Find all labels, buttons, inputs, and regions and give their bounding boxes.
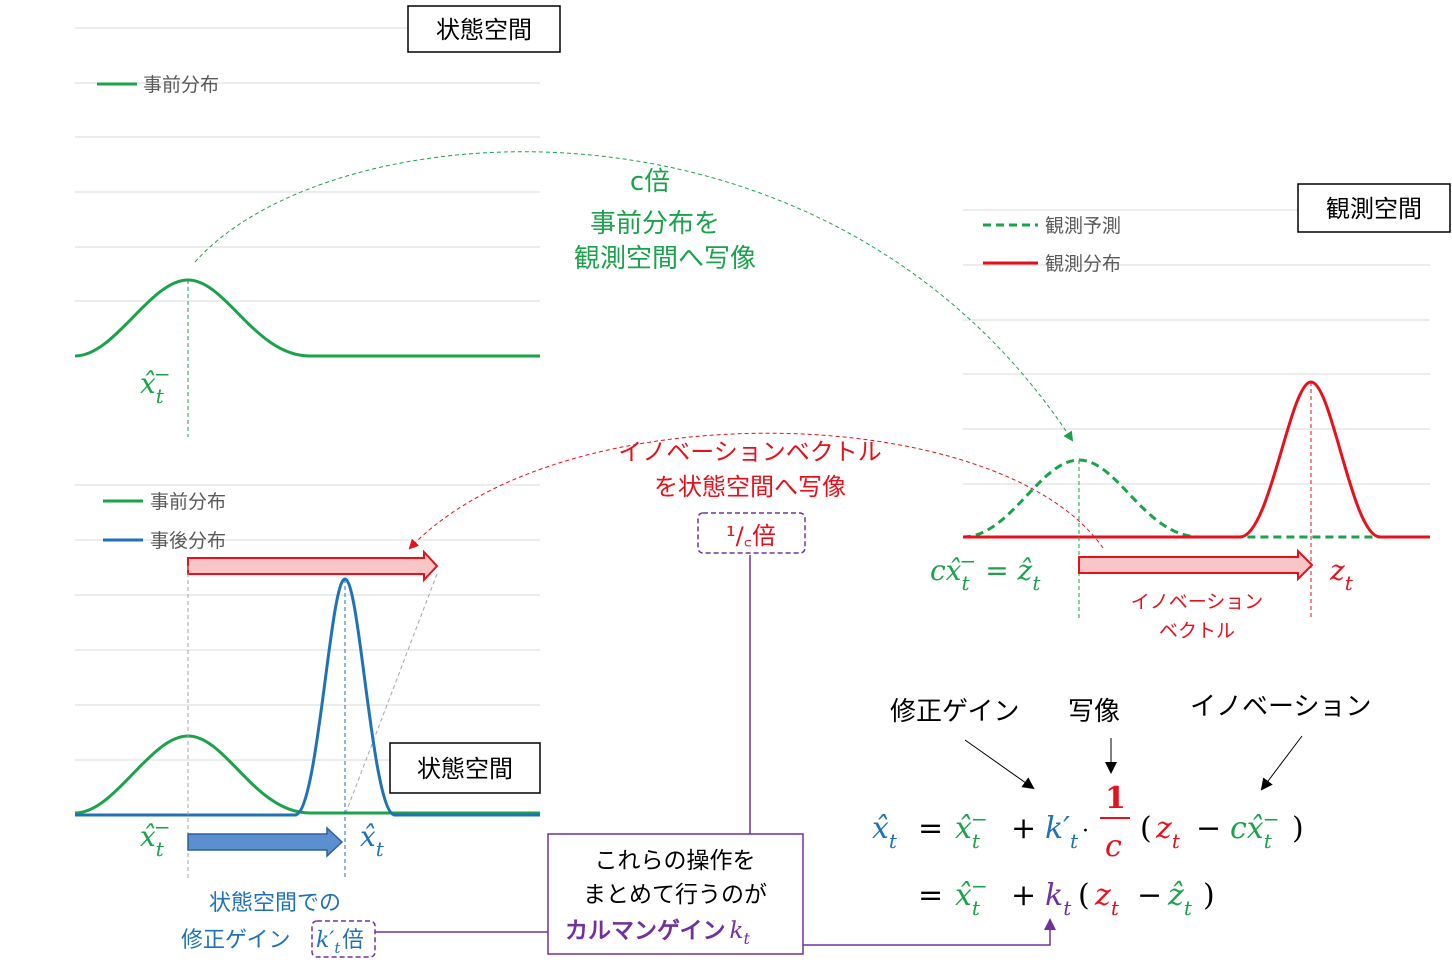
kalman-line1: これらの操作を [595, 848, 756, 874]
svg-text:): ) [1203, 878, 1215, 913]
grid-top-left [75, 27, 540, 302]
svg-text:kt: kt [1045, 878, 1072, 920]
svg-text:=: = [918, 811, 943, 846]
eq-c-xhat: cx̂t− = ẑt [930, 549, 1041, 595]
pointer-innov [1260, 735, 1303, 791]
formula-line1: x̂t = x̂t− + k′t · 1 c ( zt − cx̂t− ) [872, 781, 1304, 864]
svg-text:cx̂t−: cx̂t− [1230, 807, 1280, 853]
back-mapping-factor-box [697, 512, 806, 554]
grid-right [963, 209, 1430, 485]
gain-k-prime: k′t [316, 928, 341, 957]
gain-label-line1: 状態空間での [209, 891, 341, 916]
kalman-gain-box [547, 833, 804, 955]
svg-text:x̂t−: x̂t− [955, 807, 988, 853]
gain-k-prime-box [311, 920, 376, 958]
state-space-label-bottom: 状態空間 [417, 755, 513, 783]
predicted-curve [962, 458, 1430, 539]
gain-label-line2: 修正ゲイン [181, 928, 291, 953]
svg-text:): ) [1292, 811, 1304, 846]
mapping-line2: 事前分布を [590, 209, 720, 239]
back-mapping-line2: を状態空間へ写像 [654, 473, 846, 501]
legend-prior-label-top: 事前分布 [143, 74, 219, 96]
svg-text:(: ( [1140, 811, 1152, 846]
svg-text:+: + [1011, 878, 1036, 913]
purple-connector-right [803, 918, 1056, 946]
gain-arrow [187, 826, 344, 858]
gain-scale-dash [344, 573, 438, 816]
svg-text:x̂t−: x̂t− [955, 874, 988, 920]
innovation-arrow-right [1078, 548, 1314, 582]
svg-text:−: − [1137, 878, 1162, 913]
grid-bottom-left [75, 484, 540, 761]
formula-label-gain: 修正ゲイン [890, 697, 1019, 727]
back-mapping-line1: イノベーションベクトル [618, 438, 882, 466]
mapping-line3: 観測空間へ写像 [574, 244, 756, 274]
svg-text:ẑt: ẑt [1167, 878, 1193, 920]
pointer-gain [964, 739, 1035, 790]
state-space-box-bottom [389, 742, 541, 794]
innovation-label-line2: ベクトル [1159, 620, 1235, 642]
formula-c: c [1105, 829, 1122, 864]
observed-curve [963, 380, 1430, 539]
legend-observed-label: 観測分布 [1045, 253, 1121, 275]
formula-line2: = x̂t− + kt ( zt − ẑt ) [918, 874, 1215, 920]
svg-text:−: − [1196, 811, 1221, 846]
kalman-line2: まとめて行うのが [583, 882, 767, 908]
mapping-arc-green [194, 151, 1074, 442]
innovation-arrow-left [187, 549, 439, 583]
legend-predicted-label: 観測予測 [1045, 215, 1121, 237]
legend-prior-label-bottom: 事前分布 [150, 491, 226, 513]
svg-text:·: · [1082, 819, 1089, 844]
formula-label-map: 写像 [1068, 697, 1120, 727]
svg-text:x̂t: x̂t [872, 811, 898, 853]
svg-text:+: + [1011, 811, 1036, 846]
formula-label-innov: イノベーション [1190, 692, 1371, 722]
formula-one: 1 [1105, 781, 1126, 816]
x-hat-prior-top: x̂t− [140, 362, 171, 408]
legend-posterior-label: 事後分布 [150, 530, 226, 552]
back-mapping-arc-red [408, 432, 1104, 550]
kalman-line3: カルマンゲイン kt [565, 918, 750, 948]
svg-text:zt: zt [1094, 878, 1120, 920]
svg-text:(: ( [1078, 878, 1090, 913]
state-space-box-top [407, 5, 561, 53]
prior-curve-top [74, 278, 540, 358]
svg-text:zt: zt [1155, 811, 1181, 853]
observation-space-label: 観測空間 [1326, 195, 1422, 223]
x-hat-prior-bottom: x̂t− [140, 815, 171, 861]
state-space-label-top: 状態空間 [436, 16, 532, 44]
gain-suffix: 倍 [342, 928, 364, 953]
svg-text:=: = [918, 878, 943, 913]
x-hat-posterior: x̂t [360, 820, 385, 861]
observation-space-box [1297, 183, 1451, 233]
svg-text:k′t: k′t [1045, 811, 1079, 853]
innovation-label-line1: イノベーション [1131, 591, 1264, 613]
back-mapping-factor: ¹/꜀倍 [726, 522, 776, 550]
z-t-label: zt [1329, 554, 1354, 595]
mapping-c-times: c倍 [630, 167, 670, 197]
